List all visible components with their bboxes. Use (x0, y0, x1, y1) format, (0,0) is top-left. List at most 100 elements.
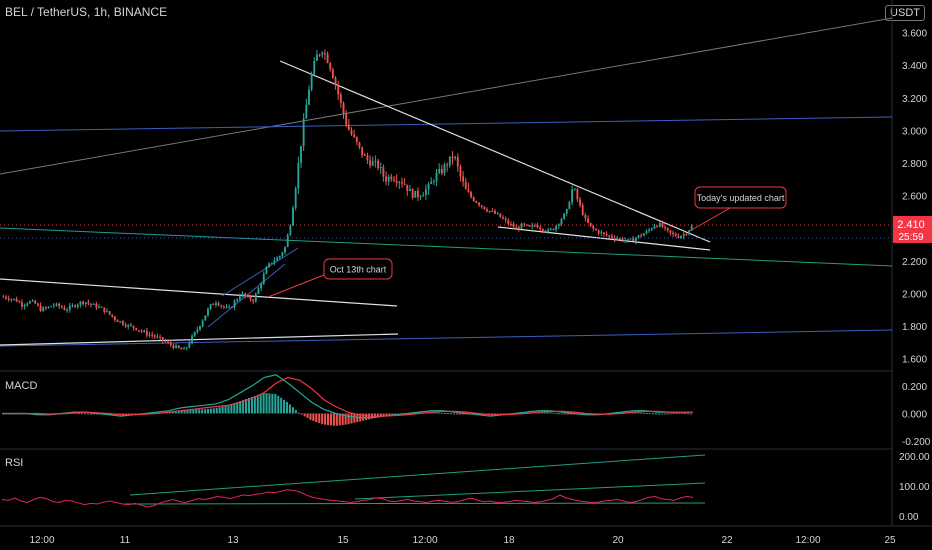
candle-body (674, 234, 677, 237)
candle-body (576, 189, 579, 200)
candle-body (512, 224, 515, 228)
macd-histogram-bar (327, 413, 330, 426)
candle-body (541, 229, 544, 231)
macd-histogram-bar (496, 413, 499, 415)
candle-body (98, 306, 100, 308)
rsi-pane (1, 489, 694, 508)
candle-body (600, 232, 603, 234)
macd-histogram-bar (681, 412, 684, 414)
candle-body (318, 54, 321, 56)
candle-body (151, 334, 154, 336)
macd-histogram-bar (127, 413, 130, 415)
macd-histogram-bar (309, 413, 312, 420)
price-tick-label: 3.600 (902, 29, 927, 40)
candle-body (592, 226, 595, 229)
candle-body (467, 189, 470, 193)
candle-body (145, 330, 148, 336)
candle-body (175, 345, 178, 348)
price-axis: 1.6001.8002.0002.2002.4002.6002.8003.000… (902, 29, 927, 366)
candle-body (289, 225, 292, 235)
candle-body (217, 303, 220, 306)
time-tick-label: 22 (721, 535, 733, 546)
candle-body (440, 169, 443, 174)
annotation-today-text: Today's updated chart (697, 193, 785, 203)
candle-body (419, 196, 422, 198)
candle-body (483, 206, 486, 210)
candle-body (270, 262, 273, 264)
macd-histogram-bar (344, 413, 347, 425)
candle-body (169, 342, 172, 345)
candle-body (188, 343, 191, 348)
candle-body (199, 326, 201, 330)
macd-histogram-bar (666, 413, 669, 415)
macd-histogram-bar (195, 409, 198, 414)
macd-histogram-bar (654, 413, 657, 415)
candle-body (15, 298, 18, 302)
candle-body (345, 113, 348, 125)
macd-histogram-bar (499, 413, 502, 415)
macd-histogram-bar (321, 413, 324, 425)
macd-histogram-bar (690, 413, 693, 415)
candle-body (416, 190, 419, 197)
annotation-today[interactable]: Today's updated chart (687, 186, 787, 233)
macd-histogram-bar (209, 408, 212, 414)
candle-body (215, 303, 217, 305)
candle-body (584, 214, 587, 219)
candle-body (201, 320, 204, 327)
candle-body (284, 246, 286, 253)
candle-body (300, 146, 302, 163)
macd-histogram-bar (221, 406, 224, 414)
annotation-oct13[interactable]: Oct 13th chart (267, 258, 393, 298)
macd-histogram-bar (432, 412, 435, 414)
macd-histogram-bar (230, 404, 233, 414)
macd-histogram-bar (663, 413, 666, 415)
macd-line (2, 374, 693, 419)
candle-body (238, 296, 241, 300)
rsi-trendlines[interactable] (124, 454, 706, 505)
channel-line-teal (0, 227, 893, 267)
candle-body (650, 228, 653, 230)
macd-histogram-bar (350, 413, 353, 424)
wedge-lower-line (0, 333, 399, 346)
macd-histogram-bar (306, 413, 309, 419)
macd-histogram-bar (183, 410, 186, 414)
candle-countdown: 25:59 (898, 232, 923, 243)
candle-body (637, 235, 640, 238)
candle-body (369, 160, 372, 166)
candle-body (435, 172, 438, 182)
candle-body (273, 260, 276, 263)
macd-histogram-bar (236, 402, 239, 414)
candle-body (124, 324, 127, 327)
candle-body (374, 160, 377, 162)
macd-histogram-bar (215, 407, 218, 414)
macd-histogram-bar (502, 413, 505, 415)
time-axis: 12:00 11 13 15 12:00 18 20 22 12:00 25 (29, 535, 896, 546)
candle-body (39, 305, 42, 312)
macd-histogram-bar (435, 412, 438, 414)
candle-body (377, 160, 379, 169)
time-tick-label: 12:00 (29, 535, 54, 546)
candle-body (13, 298, 15, 300)
candle-body (664, 227, 667, 229)
candle-body (326, 53, 329, 63)
candle-body (613, 237, 616, 240)
macd-histogram-bar (294, 409, 297, 414)
drawing-tools[interactable] (0, 17, 893, 347)
candle-body (443, 164, 446, 174)
candle-body (50, 306, 53, 308)
macd-histogram-bar (567, 413, 570, 415)
macd-histogram-bar (555, 412, 558, 414)
macd-histogram-bar (493, 413, 496, 415)
currency-badge[interactable]: USDT (885, 5, 925, 21)
candle-body (618, 238, 621, 240)
macd-histogram-bar (107, 413, 110, 415)
macd-histogram-bar (283, 399, 286, 414)
macd-histogram-bar (338, 413, 341, 426)
macd-histogram-bar (449, 413, 453, 415)
candle-body (153, 335, 156, 337)
price-tick-label: 3.200 (902, 94, 927, 105)
candle-body (438, 169, 441, 173)
candle-body (632, 238, 635, 242)
